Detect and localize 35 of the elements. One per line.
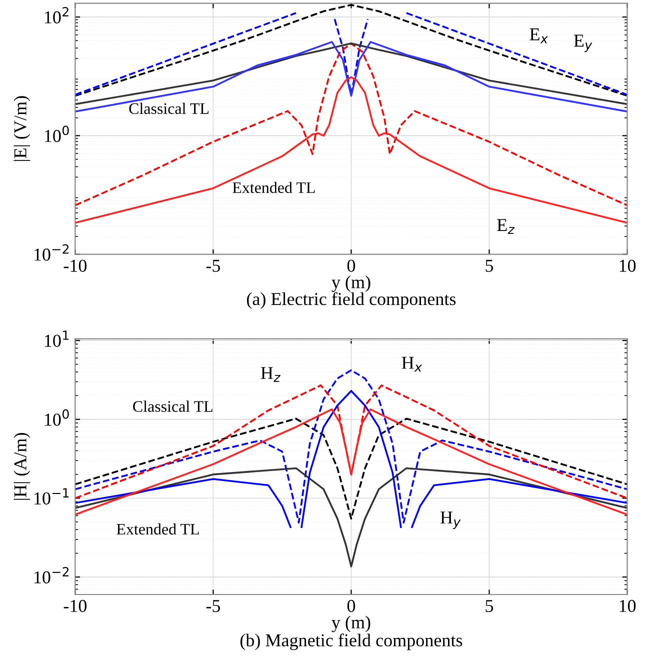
x-tick-label: 0 xyxy=(347,260,356,272)
annotation: Classical TL xyxy=(129,102,209,114)
x-axis-title: y (m) xyxy=(332,276,370,292)
y-tick-label: 10$^{0}$ xyxy=(44,126,69,142)
y-tick-label: 10$^{0}$ xyxy=(44,409,69,426)
annotation: H$_{x}$ xyxy=(402,356,422,372)
x-tick-label: 10 xyxy=(620,600,636,612)
annotation: E$_{x}$ xyxy=(530,28,548,44)
line-series xyxy=(75,467,628,568)
annotation: E$_{z}$ xyxy=(497,219,515,234)
x-tick-label: -10 xyxy=(64,600,87,612)
y-tick-label: 10$^{−1}$ xyxy=(34,488,69,505)
x-tick-label: 0 xyxy=(347,600,356,612)
x-tick-label: 5 xyxy=(486,260,494,272)
y-tick-label: 10$^{−2}$ xyxy=(34,566,69,584)
annotation: H$_{z}$ xyxy=(260,367,280,382)
y-axis-title: |H| (A/m) xyxy=(14,433,30,500)
x-tick-label: 5 xyxy=(486,600,494,612)
text: (b) Magnetic field components xyxy=(240,634,462,650)
y-tick-label: 10$^{1}$ xyxy=(44,330,69,347)
x-tick-label: 10 xyxy=(620,260,636,272)
text: (a) Electric field components xyxy=(246,292,456,309)
x-tick-label: -10 xyxy=(64,260,87,272)
x-tick-label: -5 xyxy=(206,260,220,272)
annotation: H$_{y}$ xyxy=(440,512,461,530)
annotation: Extended TL xyxy=(232,182,315,194)
x-axis-title: y (m) xyxy=(332,616,370,632)
y-tick-label: 10$^{−2}$ xyxy=(34,244,69,261)
y-axis-title: |E| (V/m) xyxy=(14,96,30,161)
x-tick-label: -5 xyxy=(206,600,220,612)
annotation: Extended TL xyxy=(116,523,199,535)
y-tick-label: 10$^{2}$ xyxy=(44,6,68,24)
line-series xyxy=(75,384,628,500)
annotation: Classical TL xyxy=(133,400,212,412)
annotation: E$_{y}$ xyxy=(574,34,592,52)
